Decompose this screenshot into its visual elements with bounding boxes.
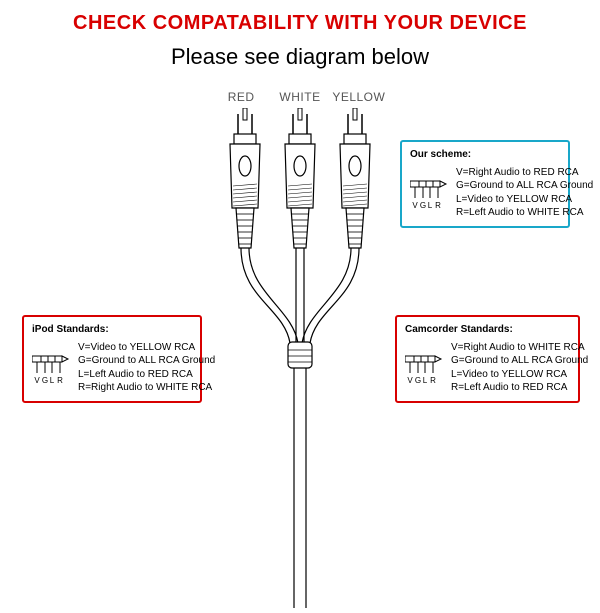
box-our-scheme: Our scheme: V G L R V=Right Audio to RED…: [400, 140, 570, 228]
camcorder-line-4: R=Left Audio to RED RCA: [451, 381, 588, 395]
svg-text:V: V: [34, 376, 40, 385]
our-scheme-line-4: R=Left Audio to WHITE RCA: [456, 206, 593, 220]
box-camcorder-title: Camcorder Standards:: [405, 323, 570, 337]
svg-text:V: V: [407, 376, 413, 385]
svg-text:L: L: [423, 376, 428, 385]
plug-g: G: [420, 201, 426, 210]
svg-text:R: R: [57, 376, 63, 385]
svg-text:G: G: [42, 376, 48, 385]
camcorder-line-2: G=Ground to ALL RCA Ground: [451, 354, 588, 368]
our-scheme-line-3: L=Video to YELLOW RCA: [456, 193, 593, 207]
plug-r: R: [435, 201, 441, 210]
rca-diagram: [210, 108, 390, 588]
rca-label-yellow: YELLOW: [331, 90, 386, 104]
rca-color-labels: RED WHITE YELLOW: [0, 90, 600, 104]
trrs-plug-icon: V G L R: [32, 351, 70, 385]
rca-label-red: RED: [214, 90, 269, 104]
plug-l: L: [428, 201, 433, 210]
ipod-line-4: R=Right Audio to WHITE RCA: [78, 381, 215, 395]
page-subtitle: Please see diagram below: [0, 44, 600, 70]
trrs-plug-icon: V G L R: [405, 351, 443, 385]
box-ipod: iPod Standards: V G L R V=Video to YELLO…: [22, 315, 202, 403]
box-our-scheme-title: Our scheme:: [410, 148, 560, 162]
camcorder-line-1: V=Right Audio to WHITE RCA: [451, 341, 588, 355]
box-ipod-title: iPod Standards:: [32, 323, 192, 337]
plug-v: V: [412, 201, 418, 210]
page-title: CHECK COMPATABILITY WITH YOUR DEVICE: [0, 12, 600, 35]
ipod-line-2: G=Ground to ALL RCA Ground: [78, 354, 215, 368]
rca-label-white: WHITE: [273, 90, 328, 104]
camcorder-line-3: L=Video to YELLOW RCA: [451, 368, 588, 382]
svg-text:R: R: [430, 376, 436, 385]
ipod-line-1: V=Video to YELLOW RCA: [78, 341, 215, 355]
trrs-plug-icon: V G L R: [410, 176, 448, 210]
our-scheme-line-2: G=Ground to ALL RCA Ground: [456, 179, 593, 193]
box-camcorder: Camcorder Standards: V G L R V=Right Aud…: [395, 315, 580, 403]
ipod-line-3: L=Left Audio to RED RCA: [78, 368, 215, 382]
our-scheme-line-1: V=Right Audio to RED RCA: [456, 166, 593, 180]
svg-text:G: G: [415, 376, 421, 385]
svg-text:L: L: [50, 376, 55, 385]
